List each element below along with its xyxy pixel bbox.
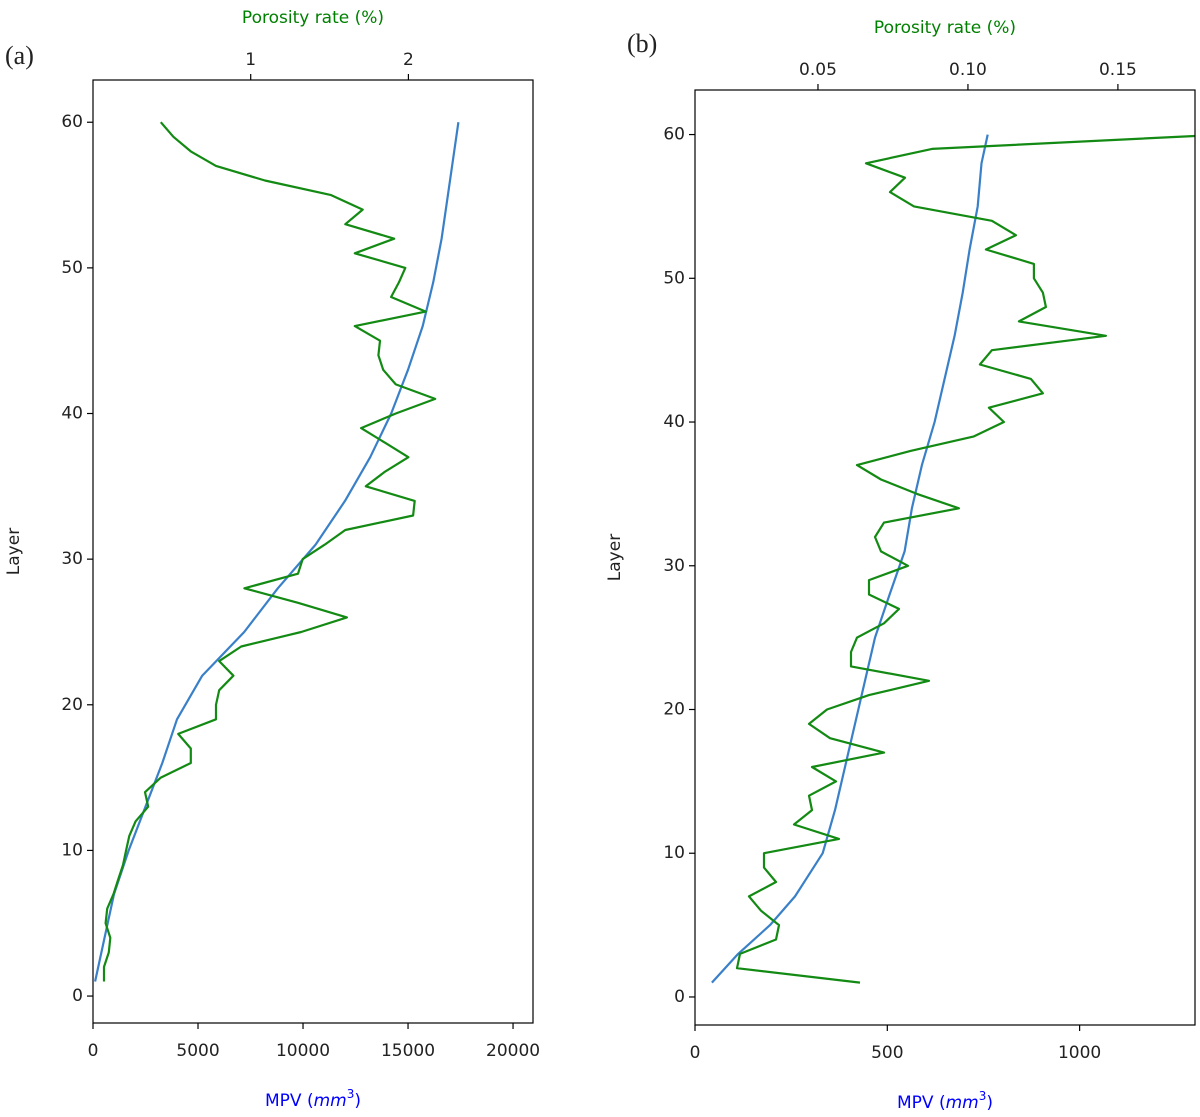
x-tick-label: 20000 <box>486 1041 540 1061</box>
x-axis-label: MPV (mm3) <box>897 1089 993 1114</box>
x2-tick-label: 2 <box>403 50 414 70</box>
data-line <box>94 122 460 982</box>
y-tick-label: 0 <box>72 986 83 1006</box>
x-axis-label: MPV (mm3) <box>265 1087 361 1112</box>
x-tick-label: 0 <box>690 1043 701 1063</box>
x2-tick-label: 0.05 <box>799 60 837 80</box>
y-tick-label: 40 <box>663 412 685 432</box>
x2-tick-label: 1 <box>245 50 256 70</box>
data-line <box>102 121 437 982</box>
x-axis-label-part: 3 <box>979 1089 987 1103</box>
y-tick-label: 10 <box>663 843 685 863</box>
y-axis-label: Layer <box>605 534 625 581</box>
x-tick-label: 500 <box>871 1043 903 1063</box>
plot-frame <box>694 89 1196 1026</box>
y-tick-label: 20 <box>61 695 83 715</box>
panel: (b) 0 10 20 30 40 50 60 0 500 1000 0.05 0.10 0.15 Laye… <box>605 18 1196 1114</box>
x2-axis-label: Porosity rate (%) <box>874 18 1016 38</box>
data-line <box>735 134 1195 984</box>
x-axis-label-part: ) <box>986 1093 993 1113</box>
plot-frame <box>92 79 534 1024</box>
y-tick-label: 60 <box>61 112 83 132</box>
x-axis-label-part: ) <box>354 1091 361 1111</box>
x2-tick-label: 0.10 <box>949 60 987 80</box>
y-tick-label: 50 <box>61 258 83 278</box>
y-tick-label: 30 <box>663 556 685 576</box>
panel-label: (a) <box>5 41 34 70</box>
y-tick-label: 20 <box>663 700 685 720</box>
x-axis-label-part: mm <box>946 1093 979 1113</box>
y-tick-label: 60 <box>663 125 685 145</box>
y-tick-label: 0 <box>674 987 685 1007</box>
x-axis-label-part: 3 <box>347 1087 355 1101</box>
y-tick-label: 40 <box>61 404 83 424</box>
panel-label: (b) <box>627 29 657 58</box>
y-tick-label: 10 <box>61 840 83 860</box>
x-tick-label: 5000 <box>176 1041 219 1061</box>
x-axis-label-part: mm <box>314 1091 347 1111</box>
x-tick-label: 0 <box>88 1041 99 1061</box>
x-axis-label-part: MPV ( <box>265 1091 314 1111</box>
y-tick-label: 50 <box>663 268 685 288</box>
data-line <box>711 134 989 984</box>
y-axis-label: Layer <box>4 528 24 575</box>
y-tick-label: 30 <box>61 549 83 569</box>
x-tick-label: 1000 <box>1058 1043 1101 1063</box>
x-tick-label: 15000 <box>381 1041 435 1061</box>
x2-tick-label: 0.15 <box>1099 60 1137 80</box>
x-axis-label-part: MPV ( <box>897 1093 946 1113</box>
panel: (a) 0 10 20 30 40 50 60 0 5000 10000 15000 20000 1 2 La… <box>4 8 540 1111</box>
x2-axis-label: Porosity rate (%) <box>242 8 384 28</box>
x-tick-label: 10000 <box>276 1041 330 1061</box>
